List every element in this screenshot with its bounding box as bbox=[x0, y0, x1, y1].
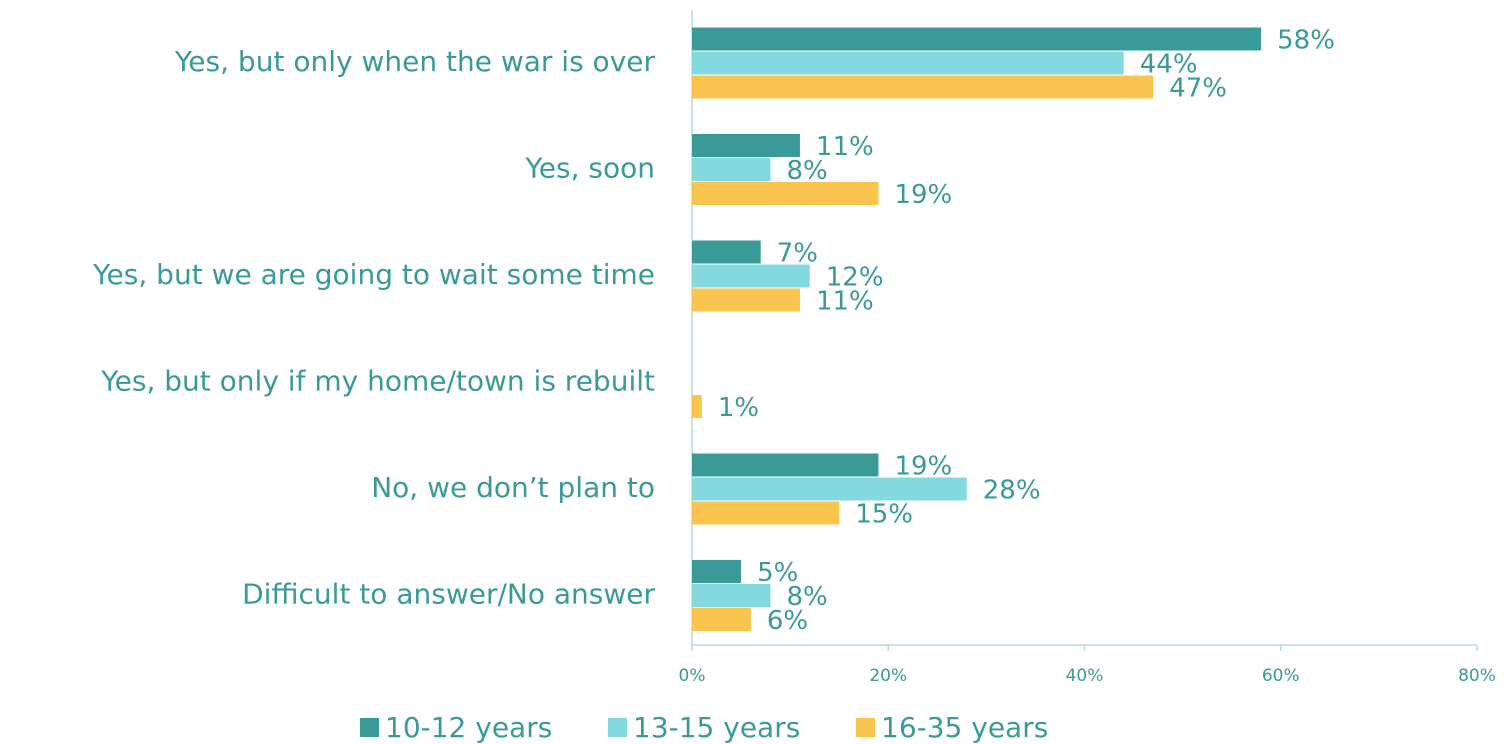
legend-label: 16-35 years bbox=[881, 711, 1048, 744]
value-label: 1% bbox=[718, 393, 759, 423]
category-label: Yes, but only when the war is over bbox=[174, 45, 656, 78]
legend-swatch bbox=[856, 718, 875, 737]
bar bbox=[692, 51, 1124, 75]
bar bbox=[692, 608, 751, 631]
bar bbox=[692, 27, 1262, 51]
value-label: 11% bbox=[816, 132, 874, 162]
value-label: 58% bbox=[1277, 26, 1335, 56]
x-tick-label: 20% bbox=[869, 666, 907, 686]
bar bbox=[692, 264, 810, 288]
category-label: Yes, but only if my home/town is rebuilt bbox=[100, 365, 655, 398]
value-label: 7% bbox=[777, 239, 818, 269]
bar bbox=[692, 477, 967, 501]
bar bbox=[692, 501, 840, 525]
value-label: 47% bbox=[1169, 74, 1227, 104]
bar bbox=[692, 75, 1154, 99]
x-tick-label: 0% bbox=[679, 666, 706, 686]
value-label: 12% bbox=[826, 263, 884, 293]
x-tick-label: 40% bbox=[1066, 666, 1104, 686]
legend-label: 13-15 years bbox=[633, 711, 800, 744]
value-label: 19% bbox=[894, 180, 952, 210]
bar bbox=[692, 584, 771, 607]
category-label: Yes, soon bbox=[524, 152, 655, 185]
category-label: Yes, but we are going to wait some time bbox=[92, 258, 655, 291]
category-label: No, we don’t plan to bbox=[371, 471, 655, 504]
value-label: 11% bbox=[816, 287, 874, 317]
value-label: 8% bbox=[787, 156, 828, 186]
value-label: 15% bbox=[855, 500, 913, 530]
x-tick-label: 80% bbox=[1458, 666, 1496, 686]
bar bbox=[692, 288, 800, 312]
value-label: 19% bbox=[894, 452, 952, 482]
legend-swatch bbox=[608, 718, 627, 737]
bar bbox=[692, 395, 702, 418]
bar bbox=[692, 158, 771, 181]
value-label: 44% bbox=[1140, 50, 1198, 80]
category-label: Difficult to answer/No answer bbox=[242, 578, 655, 611]
value-label: 5% bbox=[757, 558, 798, 588]
x-tick-label: 60% bbox=[1262, 666, 1300, 686]
value-label: 28% bbox=[983, 476, 1041, 506]
bar bbox=[692, 560, 742, 583]
bar bbox=[692, 134, 800, 157]
bar bbox=[692, 182, 879, 205]
bar bbox=[692, 240, 761, 264]
value-label: 6% bbox=[767, 606, 808, 636]
legend-label: 10-12 years bbox=[385, 711, 552, 744]
legend-swatch bbox=[360, 718, 379, 737]
value-label: 8% bbox=[787, 582, 828, 612]
bar bbox=[692, 453, 879, 477]
